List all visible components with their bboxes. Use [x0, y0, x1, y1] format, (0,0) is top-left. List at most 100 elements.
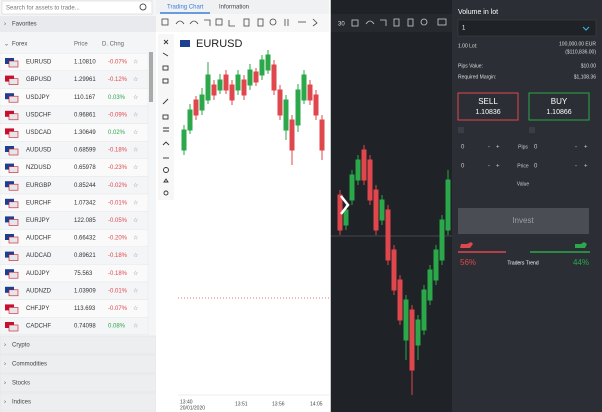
asset-name: EURUSD: [26, 60, 52, 66]
input-value[interactable]: 0: [534, 145, 538, 151]
svg-text:-: -: [488, 164, 490, 170]
volume-value: 1: [462, 26, 466, 32]
favorite-star[interactable]: ☆: [133, 76, 138, 83]
column-header: D. Chng: [102, 42, 124, 48]
input-value[interactable]: 0: [461, 145, 465, 151]
asset-change: 0.02%: [108, 130, 126, 136]
flag: [8, 60, 19, 68]
asset-price: 0.65978: [74, 165, 96, 171]
flag: [8, 289, 19, 297]
lot-value-usd: ($110,836.00): [565, 49, 596, 55]
svg-text:-: -: [575, 145, 577, 151]
asset-price: 75.563: [74, 271, 93, 277]
asset-change: -0.12%: [108, 77, 128, 83]
asset-name: USDCHF: [26, 112, 51, 118]
favorite-star[interactable]: ☆: [133, 111, 138, 118]
asset-price: 122.085: [74, 218, 96, 224]
flag: [8, 201, 19, 209]
checkbox[interactable]: [529, 127, 535, 133]
svg-text:+: +: [496, 164, 500, 170]
tab[interactable]: Trading Chart: [167, 5, 204, 11]
favorite-star[interactable]: ☆: [133, 323, 138, 330]
asset-price: 113.693: [74, 306, 96, 312]
category-label: Crypto: [12, 343, 30, 349]
favorite-star[interactable]: ☆: [133, 199, 138, 206]
asset-name: GBPUSD: [26, 77, 52, 83]
row-bg[interactable]: [0, 317, 149, 336]
favorite-star[interactable]: ☆: [133, 147, 138, 154]
favorite-star[interactable]: ☆: [133, 59, 138, 66]
asset-price: 110.167: [74, 95, 96, 101]
sell-trend: 56%: [460, 258, 476, 267]
checkbox[interactable]: [458, 127, 464, 133]
flag: [8, 219, 19, 226]
favorite-star[interactable]: ☆: [133, 270, 138, 277]
asset-change: -0.02%: [108, 183, 128, 189]
margin-value: $1,108.36: [574, 74, 596, 80]
margin-label: Required Margin:: [458, 74, 496, 80]
asset-price: 1.03909: [74, 288, 96, 294]
favorite-star[interactable]: ☆: [133, 217, 138, 224]
lot-value: 100,000.00 EUR: [559, 41, 596, 47]
asset-change: -0.01%: [108, 288, 128, 294]
favorite-star[interactable]: ☆: [133, 164, 138, 171]
favorite-star[interactable]: ☆: [133, 252, 138, 259]
slider-arrows[interactable]: [311, 195, 350, 215]
asset-price: 0.66432: [74, 236, 96, 242]
time-label: 13:56: [272, 401, 285, 407]
asset-change: 0.08%: [108, 324, 126, 330]
svg-text:-: -: [575, 164, 577, 170]
favorite-star[interactable]: ☆: [133, 287, 138, 294]
volume-label: Volume in lot: [458, 9, 498, 16]
search-icon[interactable]: [139, 3, 147, 11]
chart-toolbar: [156, 14, 330, 32]
tab[interactable]: Information: [219, 5, 249, 11]
lot-label: 1.00 Lot:: [458, 43, 477, 49]
flag: [8, 166, 19, 173]
flag: [8, 148, 19, 156]
favorite-star[interactable]: ☆: [133, 94, 138, 101]
sell-price: 1.10836: [475, 109, 500, 116]
asset-change: -0.18%: [108, 148, 128, 154]
symbol-flag: [180, 40, 190, 47]
search-box[interactable]: [1, 0, 153, 15]
asset-price: 1.07342: [74, 200, 96, 206]
input-value[interactable]: 0: [461, 164, 465, 170]
buy-price: 1.10866: [546, 109, 571, 116]
favorite-star[interactable]: ☆: [133, 182, 138, 189]
flag: [8, 95, 19, 103]
asset-change: -0.18%: [108, 271, 128, 277]
asset-name: EURJPY: [26, 218, 50, 224]
favorites-header[interactable]: [0, 16, 156, 32]
arrow: ›: [4, 343, 6, 349]
asset-name: AUDNZD: [26, 288, 52, 294]
sell-button[interactable]: [457, 92, 519, 121]
volume-select[interactable]: [457, 19, 597, 37]
toolbar-icons-dark: [351, 18, 447, 27]
asset-change: 0.03%: [108, 95, 126, 101]
asset-price: 1.10810: [74, 60, 96, 66]
favorite-star[interactable]: ☆: [133, 235, 138, 242]
svg-text:+: +: [584, 145, 588, 151]
asset-price: 1.29961: [74, 77, 96, 83]
sell-label: SELL: [478, 97, 498, 106]
asset-change: -0.09%: [108, 112, 128, 118]
asset-name: NZDUSD: [26, 165, 52, 171]
favorite-star[interactable]: ☆: [133, 305, 138, 312]
interval[interactable]: 30: [338, 22, 345, 28]
flag: [8, 78, 19, 85]
favorite-star[interactable]: ☆: [133, 129, 138, 136]
arrow: ›: [4, 400, 6, 406]
category-label: Indices: [12, 400, 31, 406]
input-value[interactable]: 0: [534, 164, 538, 170]
asset-name: CADCHF: [26, 324, 51, 330]
buy-trend: 44%: [573, 258, 589, 267]
flag: [8, 271, 19, 279]
scrollbar[interactable]: [149, 52, 153, 102]
asset-change: -0.01%: [108, 200, 128, 206]
invest-button[interactable]: [458, 208, 589, 234]
select-arrow: [582, 26, 590, 31]
buy-button[interactable]: [528, 92, 590, 121]
bear-icon: [460, 242, 473, 248]
